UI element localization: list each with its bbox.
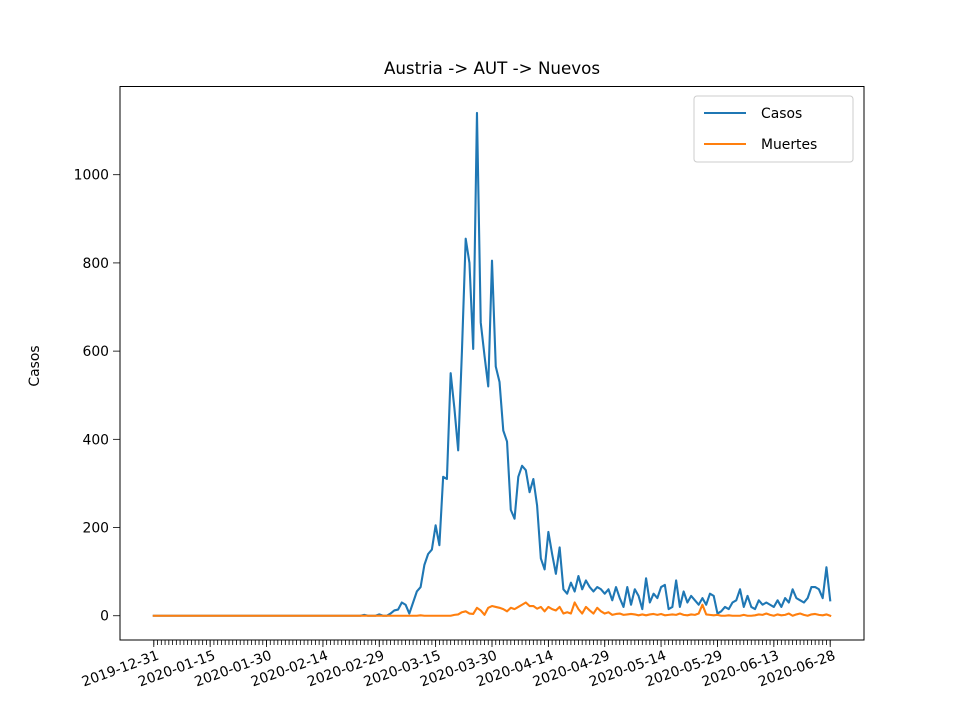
y-tick-label: 400 (82, 432, 109, 448)
series-line-muertes (152, 601, 832, 618)
y-tick-label: 1000 (74, 168, 109, 184)
legend: Casos Muertes (693, 95, 854, 163)
y-tick-label: 800 (82, 256, 109, 272)
legend-label-muertes: Muertes (761, 137, 817, 153)
x-axis-ticks: 2019-12-312020-01-152020-01-302020-02-14… (80, 640, 838, 690)
series-lines (152, 111, 832, 618)
legend-label-casos: Casos (761, 106, 802, 122)
y-axis-ticks: 0 200 400 600 800 1000 (74, 168, 120, 625)
plot-frame (119, 86, 865, 641)
x-minor-ticks (153, 640, 831, 645)
y-tick-label: 600 (82, 344, 109, 360)
chart-title: Austria -> AUT -> Nuevos (384, 58, 600, 78)
y-tick-label: 0 (100, 609, 109, 625)
y-axis-label: Casos (27, 345, 43, 386)
series-line-casos (152, 111, 832, 617)
y-tick-label: 200 (82, 521, 109, 537)
